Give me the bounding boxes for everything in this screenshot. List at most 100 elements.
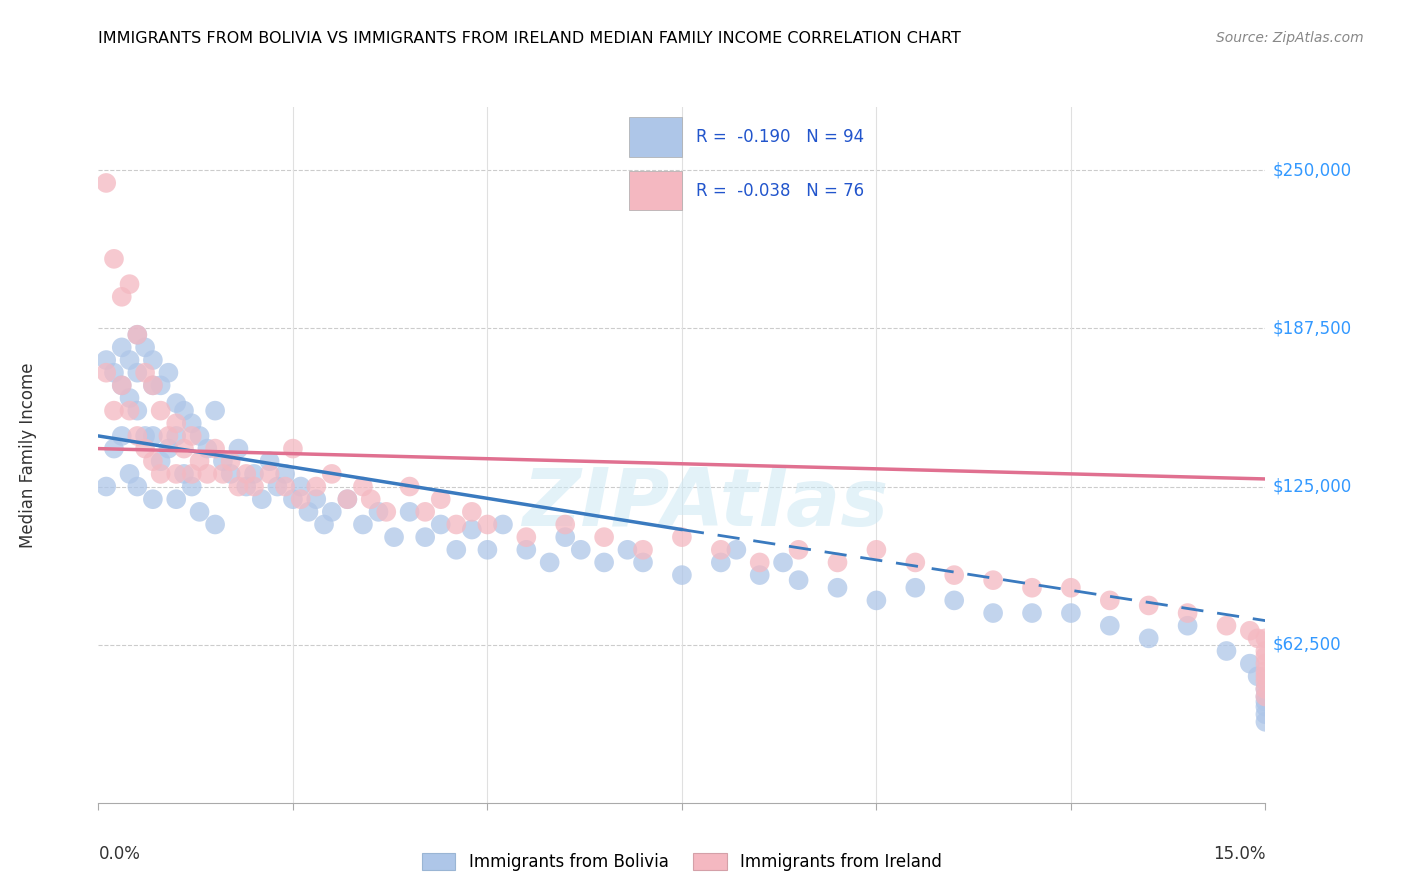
Point [281,442,304,456]
Point [235,467,257,481]
Point [219,467,242,481]
Point [593,556,616,570]
Point [1254,669,1277,683]
Point [748,556,770,570]
Point [134,366,156,380]
Point [111,290,134,304]
Point [195,442,218,456]
Point [1254,699,1277,714]
Point [274,479,297,493]
Text: IMMIGRANTS FROM BOLIVIA VS IMMIGRANTS FROM IRELAND MEDIAN FAMILY INCOME CORRELAT: IMMIGRANTS FROM BOLIVIA VS IMMIGRANTS FR… [98,31,962,46]
Point [96,353,118,368]
Point [173,467,195,481]
Point [142,353,165,368]
Point [1246,632,1268,646]
Point [1060,606,1083,620]
Point [725,542,748,557]
Point [352,479,374,493]
Point [413,505,436,519]
Point [554,530,576,544]
Point [281,492,304,507]
FancyBboxPatch shape [630,171,682,211]
Point [127,366,149,380]
Point [1021,606,1043,620]
Point [616,542,638,557]
Point [981,606,1004,620]
Point [1098,593,1121,607]
Point [321,505,343,519]
Point [134,340,156,354]
Point [180,467,202,481]
Point [1177,618,1199,632]
Point [212,467,235,481]
Point [134,442,156,456]
Point [772,556,794,570]
Point [165,417,187,431]
Point [554,517,576,532]
Point [1137,632,1160,646]
Point [243,467,266,481]
Point [134,429,156,443]
Point [118,353,141,368]
Text: $125,000: $125,000 [1272,477,1351,496]
Point [710,556,733,570]
Point [477,542,499,557]
Text: Source: ZipAtlas.com: Source: ZipAtlas.com [1216,31,1364,45]
Point [336,492,359,507]
Point [367,505,389,519]
Point [569,542,592,557]
Point [195,467,218,481]
Point [1239,657,1261,671]
Point [165,429,187,443]
Text: $187,500: $187,500 [1272,319,1351,337]
Point [827,581,849,595]
Point [111,378,134,392]
Point [297,505,319,519]
Point [1215,644,1237,658]
Point [149,467,172,481]
Text: $62,500: $62,500 [1272,636,1341,654]
Point [180,417,202,431]
Point [180,429,202,443]
Point [118,467,141,481]
Point [266,479,288,493]
Point [243,479,266,493]
Point [142,454,165,468]
Point [1254,674,1277,689]
Point [118,391,141,405]
Point [1254,657,1277,671]
Text: 0.0%: 0.0% [98,845,141,863]
Point [312,517,335,532]
Point [593,530,616,544]
Point [165,396,187,410]
Point [515,542,537,557]
Point [290,479,312,493]
Point [515,530,537,544]
Point [204,403,226,417]
Point [827,556,849,570]
Point [1137,599,1160,613]
Point [1254,648,1277,663]
Point [382,530,405,544]
Point [149,403,172,417]
Point [305,479,328,493]
Point [149,378,172,392]
Point [1254,690,1277,704]
Point [1254,681,1277,696]
Point [1177,606,1199,620]
Point [398,505,420,519]
Point [671,568,693,582]
Point [710,542,733,557]
Point [429,517,451,532]
Point [787,542,810,557]
Text: R =  -0.190   N = 94: R = -0.190 N = 94 [696,128,865,146]
Text: R =  -0.038   N = 76: R = -0.038 N = 76 [696,182,865,200]
Point [157,442,180,456]
Point [173,442,195,456]
Point [142,378,165,392]
Point [204,517,226,532]
Point [477,517,499,532]
Point [228,442,250,456]
Text: ZIPAtlas: ZIPAtlas [522,465,889,542]
Point [375,505,398,519]
